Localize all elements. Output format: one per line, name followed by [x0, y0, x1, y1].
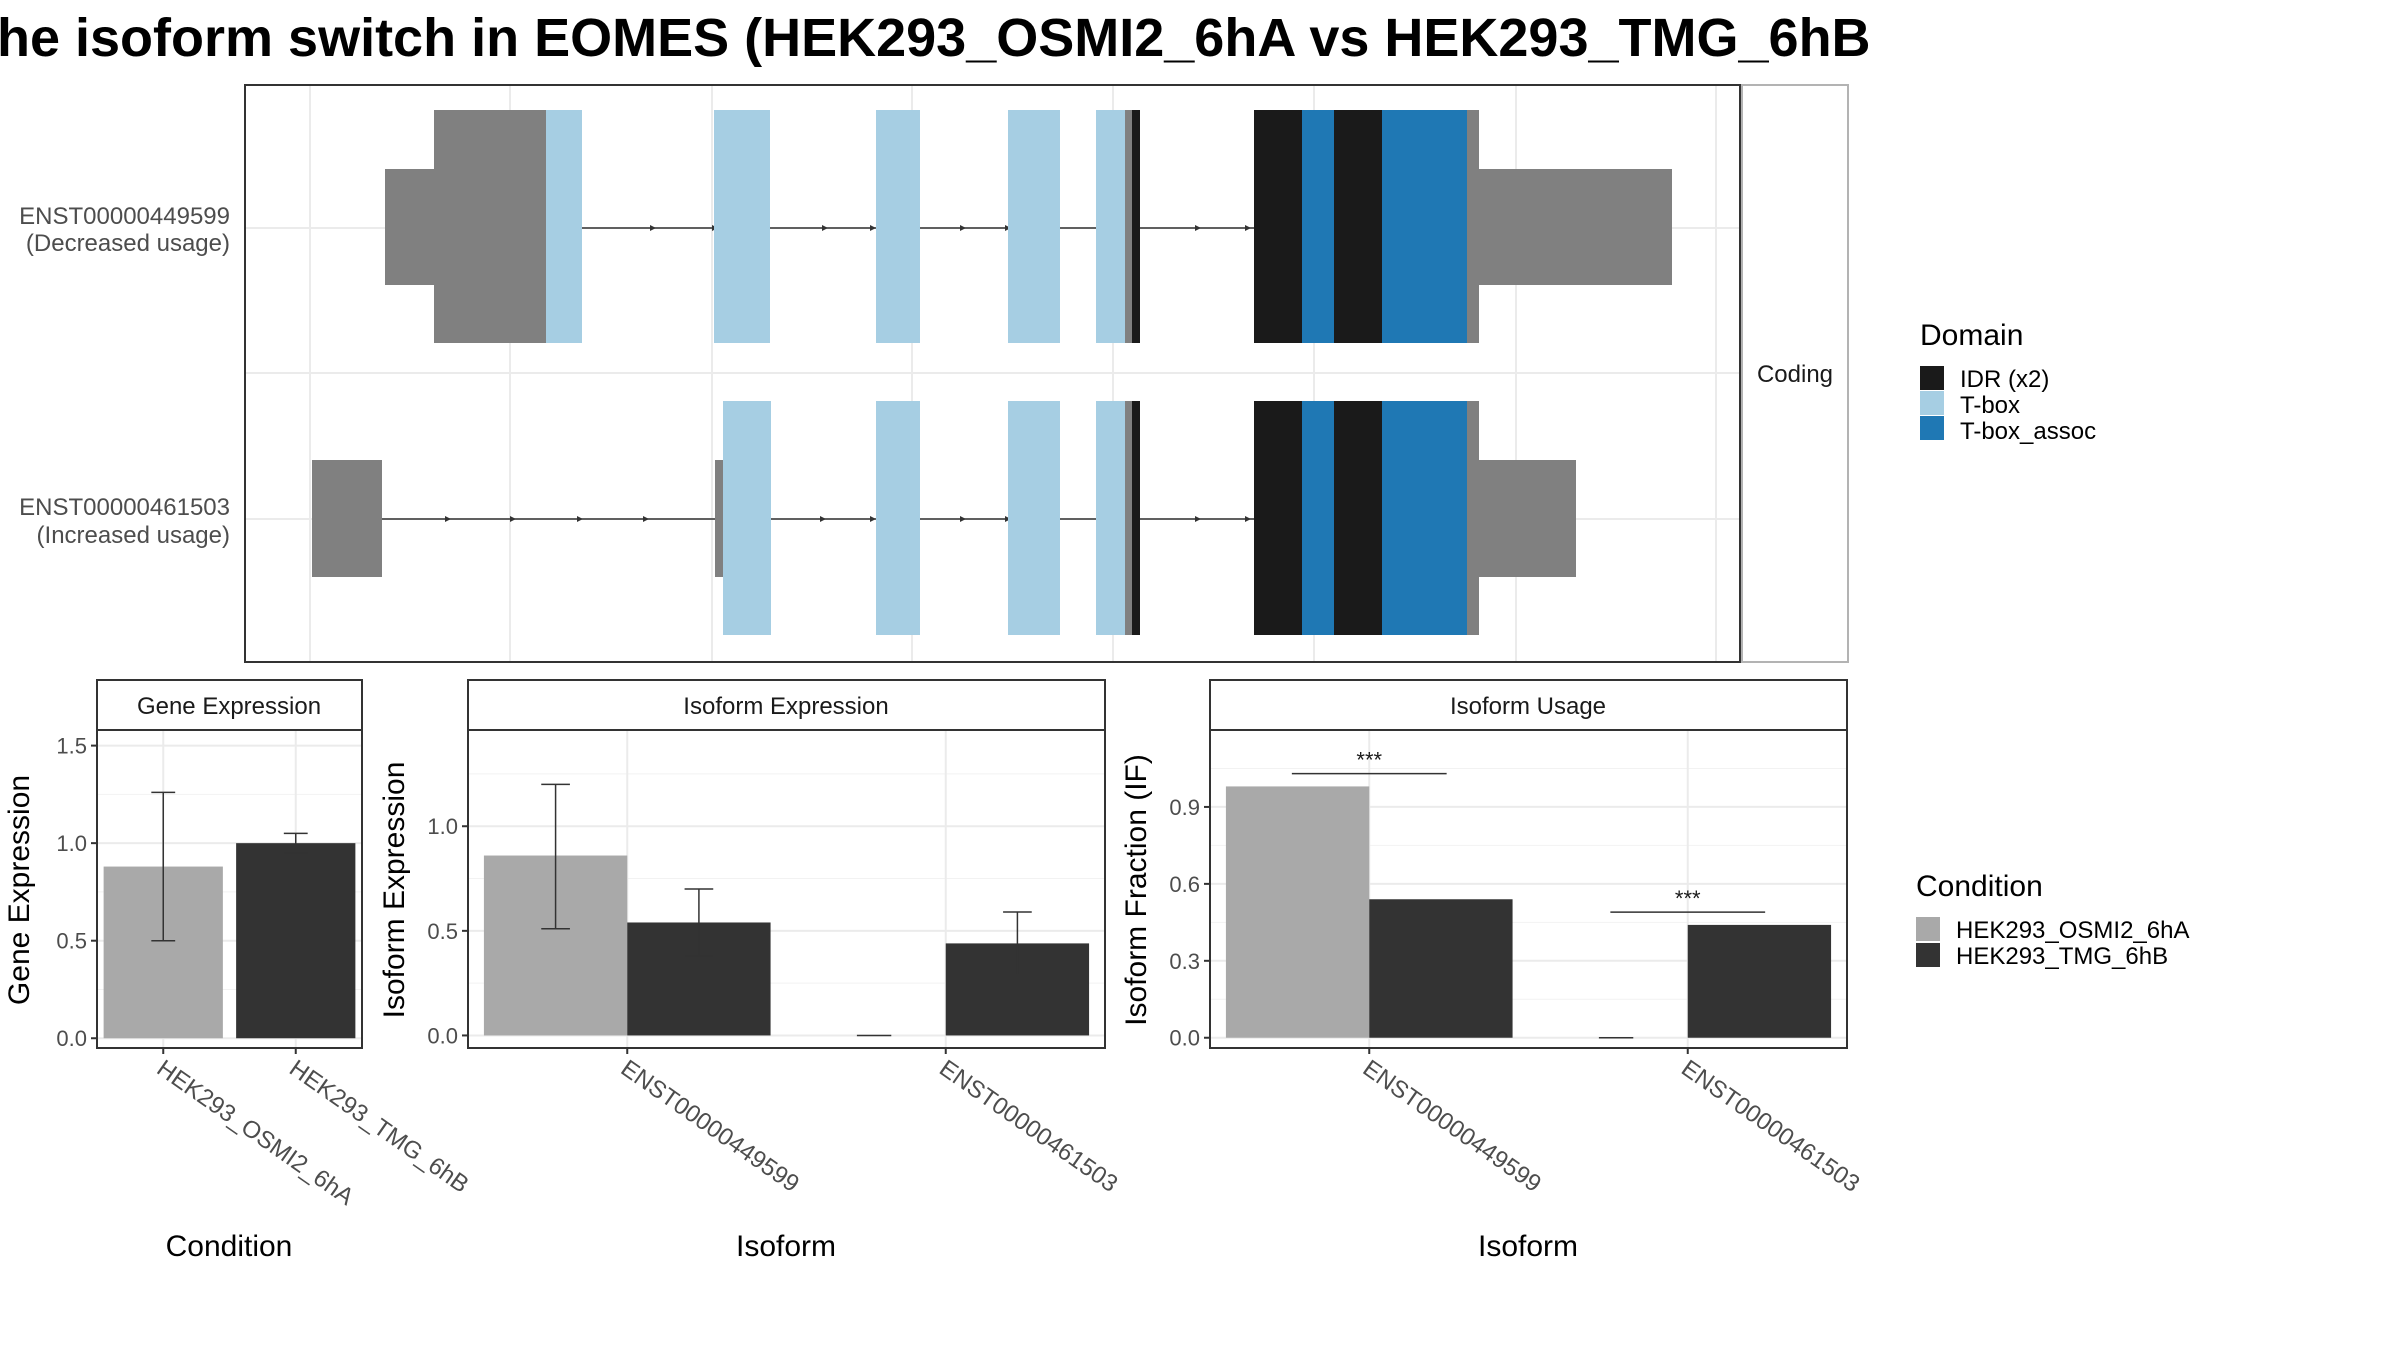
isoform-expression-x-tick-label: ENST00000449599 [616, 1055, 804, 1198]
isoform-expression-x-axis: ENST00000449599 ENST00000461503 [616, 1048, 1123, 1198]
isoform-usage-y-tick-label: 0.9 [1169, 795, 1200, 820]
gene-expression-bars [103, 791, 356, 1039]
transcript-row-enst00000449599 [385, 110, 1672, 343]
condition-legend-label-b: HEK293_TMG_6hB [1956, 943, 2168, 970]
domain-legend: Domain IDR (x2) T-box T-box_assoc [1920, 319, 2096, 445]
condition-legend-swatch-a [1916, 917, 1940, 941]
domain-legend-swatch-tbox-assoc [1920, 416, 1944, 440]
isoform-expression-x-title: Isoform [736, 1230, 836, 1263]
transcript-label-1-usage: (Decreased usage) [26, 230, 230, 257]
gene-expression-x-title: Condition [166, 1230, 293, 1263]
condition-legend: Condition HEK293_OSMI2_6hA HEK293_TMG_6h… [1916, 870, 2189, 970]
isoform-expression-x-tick-label: ENST00000461503 [934, 1055, 1122, 1198]
transcript-label-2-id: ENST00000461503 [19, 494, 230, 521]
coding-strip-label: Coding [1757, 361, 1833, 388]
isoform-usage-chart: Isoform Usage *** *** 0.0 0.3 0.6 0.9 ENST00… [1120, 679, 1865, 1263]
isoform-usage-x-tick-label: ENST00000449599 [1358, 1055, 1546, 1198]
isoform-expression-y-title: Isoform Expression [378, 762, 411, 1019]
isoform-usage-x-tick-label: ENST00000461503 [1676, 1055, 1864, 1198]
isoform-expression-strip [467, 679, 1106, 731]
isoform-usage-strip-title: Isoform Usage [1450, 693, 1606, 720]
isoform-expression-bars [483, 783, 1090, 1037]
gene-expression-y-tick-label: 1.5 [56, 734, 87, 759]
gene-expression-strip-title: Gene Expression [137, 693, 321, 720]
transcript-panel: ENST00000449599 (Decreased usage) ENST00… [19, 84, 1849, 663]
domain-legend-title: Domain [1920, 319, 2023, 352]
transcript-label-1-id: ENST00000449599 [19, 203, 230, 230]
isoform-usage-bars: *** *** [1225, 748, 1832, 1039]
isoform-usage-bar [1225, 786, 1370, 1038]
condition-legend-label-a: HEK293_OSMI2_6hA [1956, 917, 2189, 944]
isoform-usage-y-tick-label: 0.0 [1169, 1026, 1200, 1051]
isoform-usage-strip [1209, 679, 1848, 731]
domain-legend-label-tbox-assoc: T-box_assoc [1960, 418, 2096, 445]
isoform-expression-y-tick-label: 0.0 [427, 1023, 458, 1048]
coding-strip [1741, 84, 1849, 663]
transcript-label-2-usage: (Increased usage) [37, 522, 230, 549]
isoform-usage-y-tick-label: 0.3 [1169, 949, 1200, 974]
gene-expression-y-tick-label: 0.5 [56, 929, 87, 954]
domain-legend-swatch-tbox [1920, 391, 1944, 415]
isoform-usage-y-axis: 0.0 0.3 0.6 0.9 [1169, 795, 1210, 1051]
isoform-expression-y-tick-label: 0.5 [427, 919, 458, 944]
domain-legend-label-tbox: T-box [1960, 392, 2020, 419]
isoform-usage-bar [1369, 899, 1513, 1038]
condition-legend-swatch-b [1916, 943, 1940, 967]
isoform-usage-significance-label: *** [1356, 748, 1382, 773]
isoform-expression-y-tick-label: 1.0 [427, 814, 458, 839]
condition-legend-title: Condition [1916, 870, 2043, 903]
isoform-expression-chart: Isoform Expression 0.0 0.5 1.0 ENST0000044… [378, 679, 1123, 1263]
domain-legend-swatch-idr [1920, 366, 1944, 390]
isoform-expression-strip-title: Isoform Expression [683, 693, 888, 720]
isoform-usage-y-tick-label: 0.6 [1169, 872, 1200, 897]
isoform-usage-x-axis: ENST00000449599 ENST00000461503 [1358, 1048, 1865, 1198]
gene-expression-y-title: Gene Expression [3, 775, 36, 1005]
gene-expression-y-tick-label: 1.0 [56, 831, 87, 856]
figure-title: he isoform switch in EOMES (HEK293_OSMI2… [0, 8, 1871, 68]
isoform-expression-y-axis: 0.0 0.5 1.0 [427, 814, 468, 1048]
isoform-usage-y-title: Isoform Fraction (IF) [1120, 754, 1153, 1026]
gene-expression-bar [236, 843, 356, 1039]
gene-expression-strip [96, 679, 363, 731]
isoform-usage-x-title: Isoform [1478, 1230, 1578, 1263]
domain-legend-label-idr: IDR (x2) [1960, 366, 2049, 393]
isoform-usage-bar [1687, 924, 1832, 1038]
transcript-row-enst00000461503 [312, 401, 1576, 635]
isoform-usage-significance-label: *** [1675, 886, 1701, 911]
gene-expression-y-tick-label: 0.0 [56, 1026, 87, 1051]
gene-expression-y-axis: 0.0 0.5 1.0 1.5 [56, 734, 97, 1051]
